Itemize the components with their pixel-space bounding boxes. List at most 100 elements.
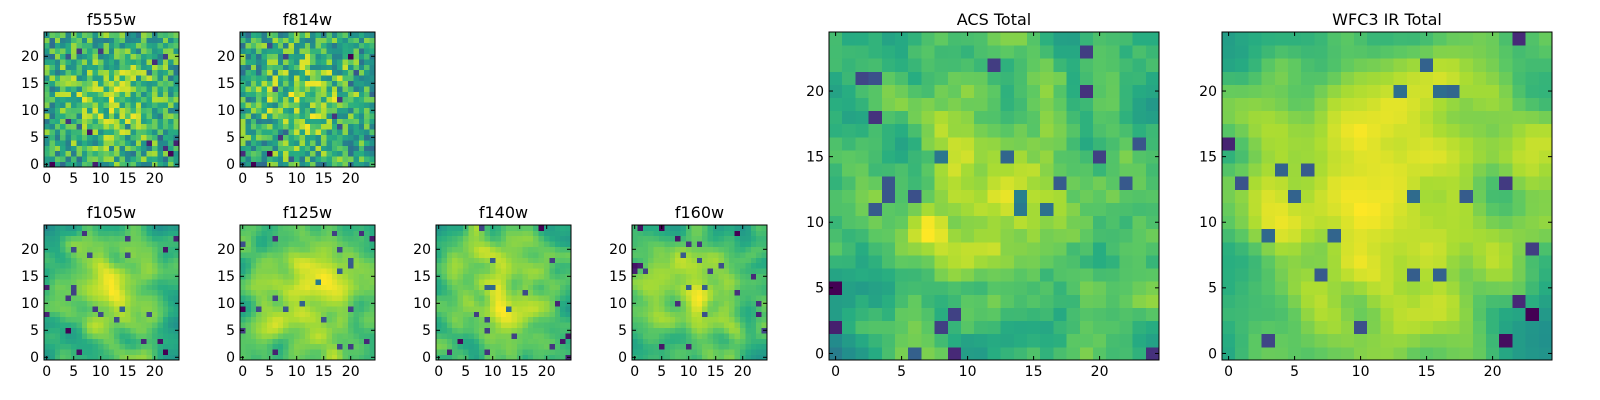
heatmap-cell <box>554 338 561 345</box>
heatmap-cell <box>452 246 458 253</box>
heatmap-cell <box>1459 307 1474 322</box>
heatmap-cell <box>1027 71 1041 85</box>
heatmap-cell <box>1314 189 1328 203</box>
heatmap-cell <box>1235 333 1249 348</box>
heatmap-cell <box>353 225 360 231</box>
heatmap-cell <box>119 268 126 274</box>
heatmap-cell <box>98 75 104 81</box>
y-tick-label: 10 <box>217 103 235 119</box>
heatmap-cell <box>1274 294 1289 308</box>
heatmap-cell <box>1145 32 1160 46</box>
heatmap-cell <box>87 306 93 312</box>
heatmap-cell <box>1093 307 1107 322</box>
heatmap-cell <box>114 279 120 285</box>
heatmap-cell <box>533 235 539 242</box>
heatmap-cell <box>65 246 72 253</box>
heatmap-cell <box>479 241 485 247</box>
heatmap-cell <box>446 322 453 328</box>
heatmap-cell <box>908 320 922 335</box>
heatmap-cell <box>54 279 61 285</box>
heatmap-cell <box>114 349 120 355</box>
heatmap-cell <box>369 230 376 237</box>
heatmap-cell <box>168 80 174 87</box>
heatmap-cell <box>162 289 169 296</box>
x-tick-label: 0 <box>630 364 639 380</box>
heatmap-cell <box>103 295 110 301</box>
heatmap-cell <box>1248 241 1262 256</box>
heatmap-cell <box>868 71 883 85</box>
heatmap-cell <box>696 289 703 296</box>
heatmap-cell <box>664 262 671 269</box>
heatmap-cell <box>669 257 676 264</box>
heatmap-cell <box>283 354 289 361</box>
heatmap-cell <box>299 262 306 269</box>
heatmap-cell <box>65 80 72 87</box>
heatmap-cell <box>538 257 545 264</box>
heatmap-cell <box>441 273 448 280</box>
heatmap-cell <box>1066 294 1081 308</box>
heatmap-cell <box>718 322 725 328</box>
heatmap-cell <box>457 316 464 323</box>
heatmap-cell <box>108 306 115 312</box>
heatmap-cell <box>1013 268 1028 282</box>
heatmap-cell <box>1354 163 1368 177</box>
heatmap-cell <box>326 333 333 339</box>
heatmap-cell <box>702 289 708 296</box>
heatmap-cell <box>1499 320 1513 335</box>
heatmap-cell <box>1027 58 1041 72</box>
heatmap-cell <box>533 306 539 312</box>
heatmap-cell <box>745 333 752 339</box>
heatmap-cell <box>868 215 883 230</box>
heatmap-cell <box>358 241 365 247</box>
heatmap-cell <box>1393 268 1408 282</box>
heatmap-cell <box>511 230 518 237</box>
heatmap-cell <box>1000 333 1015 348</box>
heatmap-cell <box>76 134 83 141</box>
heatmap-cell <box>277 129 284 135</box>
heatmap-cell <box>446 246 453 253</box>
heatmap-cell <box>277 241 284 247</box>
heatmap-cell <box>315 96 322 103</box>
heatmap-cell <box>921 84 935 98</box>
heatmap-cell <box>441 306 448 312</box>
heatmap-cell <box>256 134 262 141</box>
heatmap-cell <box>71 156 77 162</box>
heatmap-cell <box>675 327 681 334</box>
heatmap-cell <box>637 322 644 328</box>
heatmap-cell <box>348 252 354 258</box>
heatmap-cell <box>321 338 327 345</box>
heatmap-cell <box>457 289 464 296</box>
heatmap-cell <box>277 145 284 152</box>
heatmap-cell <box>331 156 338 162</box>
heatmap-cell <box>1000 320 1015 335</box>
heatmap-cell <box>299 134 306 141</box>
heatmap-cell <box>1119 294 1133 308</box>
x-tick-label: 20 <box>146 171 164 187</box>
heatmap-cell <box>315 80 322 87</box>
y-tick-label: 20 <box>21 49 39 65</box>
heatmap-cell <box>141 59 147 65</box>
heatmap-cell <box>517 268 523 274</box>
heatmap-cell <box>1106 333 1120 348</box>
heatmap-cell <box>119 134 126 141</box>
heatmap-cell <box>353 300 360 307</box>
heatmap-cell <box>484 327 491 334</box>
heatmap-cell <box>54 316 61 323</box>
heatmap-cell <box>152 37 158 44</box>
heatmap-cell <box>261 53 268 60</box>
heatmap-cell <box>734 295 741 301</box>
heatmap-cell <box>522 295 529 301</box>
heatmap-cell <box>895 71 909 85</box>
heatmap-cell <box>321 322 327 328</box>
heatmap-cell <box>81 91 88 98</box>
heatmap-cell <box>283 91 289 98</box>
heatmap-cell <box>533 279 539 285</box>
heatmap-cell <box>457 273 464 280</box>
heatmap-cell <box>272 241 279 247</box>
heatmap-cell <box>250 113 257 119</box>
heatmap-cell <box>1106 163 1120 177</box>
heatmap-cell <box>261 107 268 114</box>
heatmap-cell <box>1354 268 1368 282</box>
heatmap-cell <box>283 262 289 269</box>
heatmap-cell <box>60 252 66 258</box>
